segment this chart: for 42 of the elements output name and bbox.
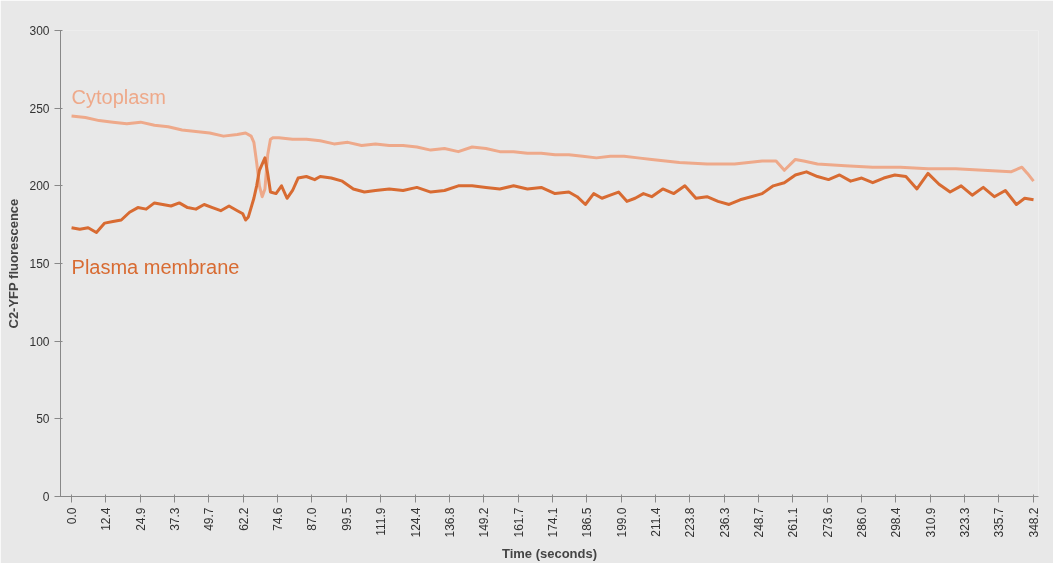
x-tick-label: 111.9 [374,507,389,536]
series-label: Cytoplasm [71,85,167,108]
y-axis-title: C2-YFP fluorescence [6,198,22,329]
y-tick-label: 50 [36,412,50,427]
x-tick-label: 236.3 [717,507,732,538]
x-tick-label: 0.0 [65,507,80,525]
x-tick-label: 261.1 [786,507,801,538]
x-tick-label: 199.0 [614,507,629,538]
x-tick-label: 87.0 [305,507,320,531]
x-tick-label: 310.9 [923,507,938,538]
x-axis-title: Time (seconds) [501,545,598,561]
x-tick-label: 223.8 [683,507,698,538]
x-tick-label: 37.3 [168,507,183,531]
y-tick-label: 0 [42,490,50,504]
x-tick-label: 24.9 [133,507,148,531]
x-tick-label: 248.7 [752,507,767,538]
y-tick-label: 300 [29,24,50,38]
x-tick-label: 186.5 [580,507,595,538]
x-tick-label: 74.6 [271,507,286,531]
x-tick-label: 348.2 [1027,507,1042,538]
y-tick-label: 200 [29,179,50,194]
x-tick-label: 62.2 [236,507,251,531]
line-series [70,114,1036,199]
y-tick-label: 150 [29,257,50,271]
x-tick-label: 136.8 [442,507,457,538]
x-tick-label: 149.2 [477,507,492,538]
x-tick-label: 99.5 [339,507,354,531]
x-tick-label: 161.7 [511,507,526,538]
x-tick-label: 298.4 [889,507,904,538]
y-tick-label: 100 [29,334,50,349]
x-tick-label: 273.6 [820,507,835,538]
line-series [70,156,1036,234]
x-tick-label: 49.7 [202,507,217,531]
y-tick-label: 250 [29,101,50,116]
x-tick-label: 211.4 [649,507,664,537]
x-tick-label: 12.4 [99,507,114,531]
series-label: Plasma membrane [71,255,240,278]
x-tick-label: 335.7 [992,507,1007,538]
x-tick-label: 286.0 [855,507,870,538]
x-tick-label: 323.3 [958,507,973,538]
x-tick-label: 124.4 [408,507,423,538]
x-tick-label: 174.1 [546,507,561,538]
